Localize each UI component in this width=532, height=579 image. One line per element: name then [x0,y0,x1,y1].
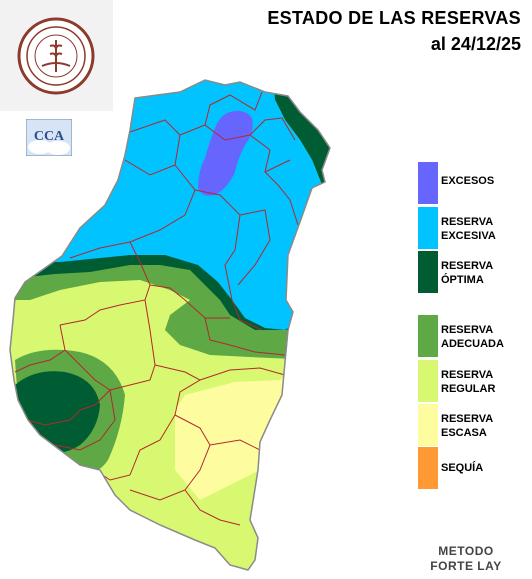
method-line-1: METODO [438,544,494,558]
logo-panel [0,0,113,111]
legend-label-2: ADECUADA [441,338,504,350]
legend-label-2: REGULAR [441,383,496,395]
legend-label: RESERVA [441,216,494,228]
method-line-2: FORTE LAY [430,559,502,573]
legend-label: RESERVA [441,260,494,272]
bolsa-de-cereales-seal [17,17,95,95]
legend-swatch [418,251,438,293]
zone-excesos [198,110,253,196]
cca-logo: CCA [25,118,73,157]
legend-label-2: ESCASA [441,427,487,439]
legend-swatch [418,315,438,357]
legend-label: SEQUÍA [441,462,484,474]
province-outline [9,79,331,571]
legend-label: RESERVA [441,413,494,425]
legend-swatch [418,404,438,446]
legend-label-2: ÓPTIMA [441,274,484,286]
cca-logo-text: CCA [34,129,65,144]
legend-swatch [418,162,438,204]
legend-label: EXCESOS [441,175,495,187]
title-line-1: ESTADO DE LAS RESERVAS [267,8,521,28]
legend-label-2: EXCESIVA [441,230,496,242]
department-borders [14,91,299,526]
title-date: al 24/12/25 [430,34,521,54]
method-label: METODO FORTE LAY [416,544,516,574]
legend-label: RESERVA [441,324,494,336]
legend-label: RESERVA [441,369,494,381]
legend-swatch [418,207,438,249]
legend-swatch [418,447,438,489]
map-title: ESTADO DE LAS RESERVAS al 24/12/25 [267,5,521,57]
legend-swatch [418,360,438,402]
